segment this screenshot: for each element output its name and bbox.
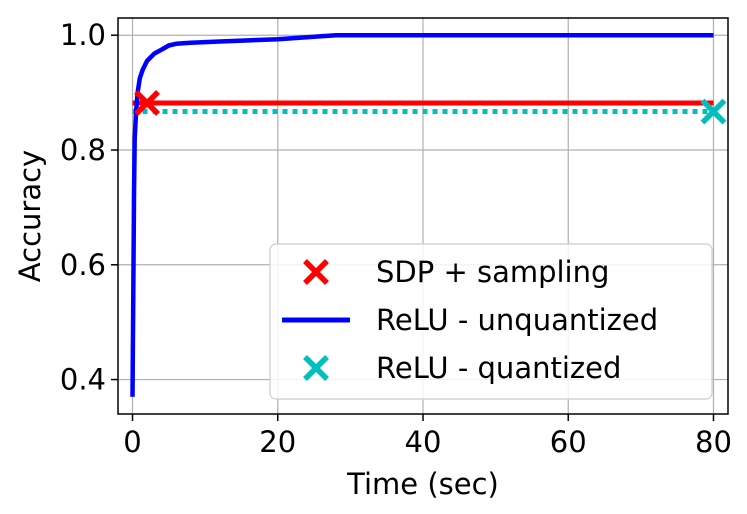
relu-quantized-marker <box>700 98 727 125</box>
y-tick-label: 0.8 <box>60 133 106 167</box>
legend-relu-quantized-marker <box>303 355 329 381</box>
legend-sdp-marker <box>303 259 329 285</box>
x-tick-label: 20 <box>259 425 296 459</box>
x-tick-label: 60 <box>550 425 587 459</box>
legend-label: ReLU - quantized <box>376 351 621 385</box>
legend-label: SDP + sampling <box>376 255 609 289</box>
y-tick-label: 1.0 <box>60 18 106 52</box>
y-axis-ticks: 0.4 0.6 0.8 1.0 <box>60 18 118 397</box>
y-axis-label: Accuracy <box>13 150 47 282</box>
legend: SDP + sampling ReLU - unquantized ReLU - q… <box>269 243 713 400</box>
x-tick-label: 80 <box>695 425 732 459</box>
x-axis-ticks: 0 20 40 60 80 <box>123 414 732 459</box>
y-tick-label: 0.4 <box>60 363 106 397</box>
relu-unquantized-line <box>130 32 714 397</box>
x-tick-label: 40 <box>405 425 442 459</box>
legend-label: ReLU - unquantized <box>376 303 658 337</box>
x-tick-label: 0 <box>123 425 141 459</box>
legend-box <box>269 243 713 400</box>
series-layer <box>130 32 727 397</box>
sdp-sampling-marker <box>134 89 160 116</box>
x-axis-label: Time (sec) <box>346 467 499 501</box>
y-tick-label: 0.6 <box>60 248 106 282</box>
